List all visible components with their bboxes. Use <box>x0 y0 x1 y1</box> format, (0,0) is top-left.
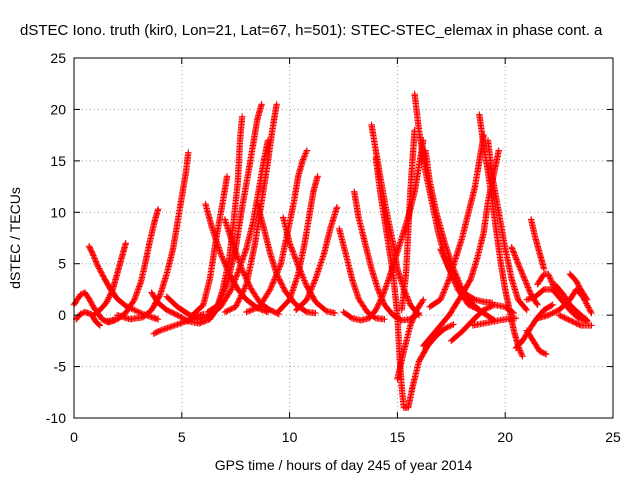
data-series <box>204 101 265 316</box>
series-marker-trail <box>524 328 549 357</box>
series-marker-trail <box>449 302 516 343</box>
series-marker-trail <box>398 128 418 312</box>
y-axis-label: dSTEC / TECUs <box>7 187 23 289</box>
data-series <box>551 281 591 324</box>
data-series <box>351 188 423 324</box>
series-marker-trail <box>372 156 456 411</box>
series-marker-trail <box>164 138 271 322</box>
y-tick-label: 15 <box>50 153 66 169</box>
data-layer <box>70 90 595 411</box>
chart-title: dSTEC Iono. truth (kir0, Lon=21, Lat=67,… <box>20 22 603 39</box>
series-marker-trail <box>471 315 518 329</box>
series-marker-trail <box>351 190 421 324</box>
series-marker-trail <box>552 282 590 323</box>
x-tick-label: 10 <box>282 429 298 445</box>
data-point <box>238 266 246 274</box>
data-series <box>90 239 129 319</box>
x-tick-label: 0 <box>70 429 78 445</box>
data-series <box>189 173 231 319</box>
data-series <box>394 296 427 383</box>
series-marker-trail <box>437 247 494 306</box>
series-marker-trail <box>222 217 281 317</box>
data-series <box>113 149 192 323</box>
series-marker-trail <box>394 297 426 381</box>
data-point <box>174 311 181 319</box>
data-series <box>372 154 457 411</box>
data-series <box>275 173 321 315</box>
data-series <box>469 315 520 329</box>
data-point <box>450 321 457 328</box>
data-point <box>131 306 138 314</box>
series-marker-trail <box>525 286 589 324</box>
data-point <box>588 309 595 317</box>
data-series <box>527 216 548 273</box>
data-point <box>519 353 526 360</box>
data-point <box>303 147 311 154</box>
data-series <box>398 126 418 314</box>
series-marker-trail <box>528 217 547 271</box>
series-marker-trail <box>293 205 340 313</box>
data-point <box>90 252 97 259</box>
data-series <box>243 147 311 316</box>
y-tick-label: -5 <box>54 359 67 375</box>
data-series <box>523 327 550 358</box>
y-tick-label: -10 <box>46 410 66 426</box>
x-tick-label: 15 <box>390 429 406 445</box>
series-marker-trail <box>91 241 129 318</box>
x-tick-label: 25 <box>605 429 621 445</box>
series-marker-trail <box>336 227 387 323</box>
data-point <box>437 246 444 253</box>
data-series <box>335 225 388 323</box>
data-point <box>243 308 250 316</box>
series-marker-trail <box>476 112 525 358</box>
data-series <box>484 137 530 314</box>
data-series <box>163 137 272 323</box>
series-marker-trail <box>557 312 594 329</box>
y-tick-label: 10 <box>50 204 66 220</box>
y-tick-label: 0 <box>58 307 66 323</box>
data-point <box>521 275 528 283</box>
tick-layer: 0 5 10 15 20 25 -10 -5 0 5 10 15 20 25 <box>46 50 621 445</box>
data-series <box>437 246 496 306</box>
data-point <box>232 303 239 311</box>
series-marker-trail <box>276 174 321 314</box>
series-marker-trail <box>567 271 590 302</box>
series-marker-trail <box>244 148 310 315</box>
x-tick-label: 5 <box>178 429 186 445</box>
data-series <box>426 131 487 311</box>
data-series <box>292 203 341 314</box>
data-series <box>254 200 319 317</box>
y-tick-label: 5 <box>58 256 66 272</box>
grid-layer <box>74 58 613 418</box>
y-tick-label: 25 <box>50 50 66 66</box>
data-series <box>566 270 591 303</box>
x-axis-label: GPS time / hours of day 245 of year 2014 <box>215 457 473 473</box>
x-tick-label: 20 <box>497 429 513 445</box>
plot-frame <box>73 57 614 419</box>
series-marker-trail <box>484 138 529 313</box>
series-marker-trail <box>115 151 192 323</box>
data-point <box>555 311 563 319</box>
data-series <box>555 311 595 329</box>
data-series <box>448 301 518 345</box>
data-point <box>94 262 101 269</box>
y-tick-label: 20 <box>50 101 66 117</box>
